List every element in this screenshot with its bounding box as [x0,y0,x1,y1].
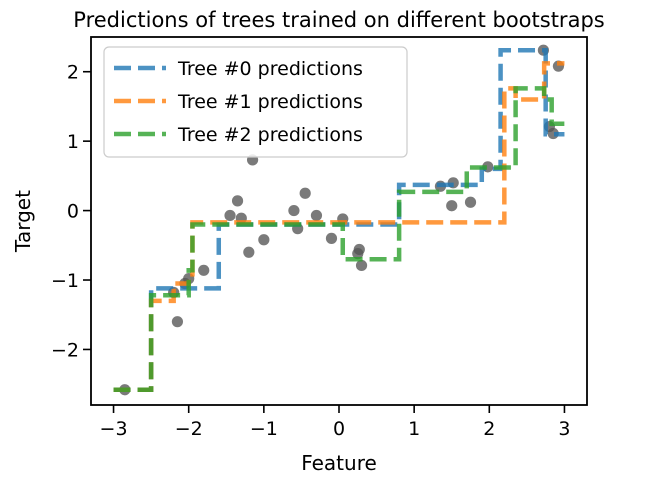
x-tick-label: −2 [175,418,203,440]
data-point [231,195,244,207]
data-point [258,234,270,246]
legend-label-tree-1: Tree #1 predictions [177,91,363,113]
data-point [353,243,365,256]
data-point [464,196,477,208]
series-line-tree-2 [113,86,565,392]
series-line-tree-0 [113,47,565,392]
data-point [198,264,210,276]
data-point [288,204,300,217]
legend-label-tree-2: Tree #2 predictions [177,124,363,146]
data-point [325,232,338,244]
y-tick-label: 0 [67,201,79,223]
y-tick-label: 1 [67,131,79,153]
y-tick-label: −2 [51,339,79,361]
data-point [355,259,368,272]
x-tick-label: 0 [333,418,345,440]
legend-label-tree-0: Tree #0 predictions [177,58,363,80]
x-axis-label: Feature [301,451,377,475]
y-tick-label: 2 [67,62,79,84]
chart-title: Predictions of trees trained on differen… [73,8,604,32]
data-point [171,316,184,328]
y-tick-label: −1 [51,270,79,292]
data-point [310,209,323,222]
data-point [243,246,255,258]
legend: Tree #0 predictions Tree #1 predictions Tr… [103,46,408,158]
data-point [446,200,458,212]
x-tick-label: 1 [408,418,420,440]
x-tick-label: 3 [558,418,570,440]
x-tick-label: 2 [483,418,495,440]
legend-box [103,46,408,158]
data-point [299,187,311,199]
x-tick-label: −3 [100,418,128,440]
x-tick-label: −1 [250,418,278,440]
data-point [224,209,236,222]
y-axis-label: Target [11,190,35,253]
